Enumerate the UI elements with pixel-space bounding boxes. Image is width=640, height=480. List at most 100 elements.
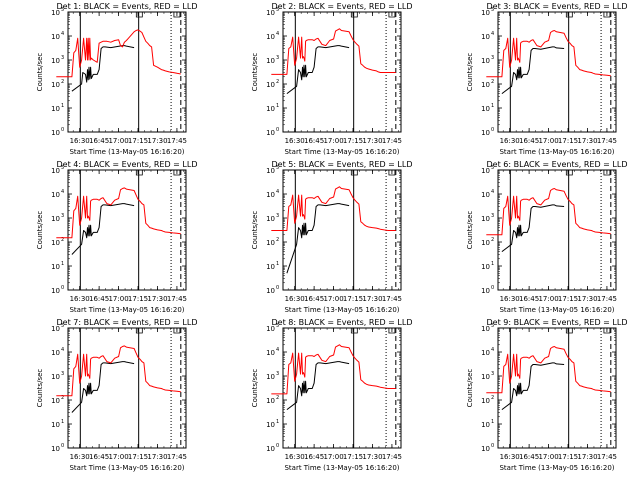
y-tick-exponent: 2	[61, 395, 64, 401]
y-tick-label: 10	[481, 325, 490, 333]
x-axis-label: Start Time (13-May-05 16:16:20)	[284, 306, 399, 314]
y-tick-label: 10	[266, 263, 275, 271]
y-tick-exponent: 2	[61, 79, 64, 85]
panel-title: Det 6: BLACK = Events, RED = LLD	[487, 160, 628, 169]
y-axis-label: Counts/sec	[251, 211, 259, 250]
y-tick-exponent: 5	[276, 165, 279, 171]
y-tick-exponent: 3	[491, 213, 494, 219]
attenuator-state-marker	[388, 12, 396, 18]
x-tick-label: 17:45	[597, 295, 617, 303]
lld-series-line	[271, 344, 396, 395]
plot-frame	[67, 169, 187, 291]
x-tick-label: 17:30	[577, 453, 597, 461]
y-tick-exponent: 2	[276, 79, 279, 85]
y-tick-label: 10	[51, 287, 60, 295]
x-tick-label: 17:15	[128, 295, 148, 303]
x-tick-label: 17:30	[147, 295, 167, 303]
lld-series-line	[486, 346, 611, 394]
y-tick-exponent: 0	[491, 285, 494, 291]
y-tick-label: 10	[51, 325, 60, 333]
x-tick-label: 17:30	[362, 453, 382, 461]
x-tick-label: 17:45	[167, 453, 187, 461]
y-tick-exponent: 2	[491, 237, 494, 243]
y-tick-exponent: 0	[276, 443, 279, 449]
y-tick-label: 10	[481, 191, 490, 199]
lld-series-line	[271, 186, 396, 231]
y-tick-label: 10	[51, 81, 60, 89]
x-tick-label: 16:30	[285, 295, 305, 303]
panel-title: Det 1: BLACK = Events, RED = LLD	[57, 2, 198, 11]
x-axis-label: Start Time (13-May-05 16:16:20)	[69, 306, 184, 314]
y-tick-label: 10	[481, 215, 490, 223]
y-tick-label: 10	[51, 397, 60, 405]
y-tick-exponent: 0	[491, 127, 494, 133]
x-tick-label: 17:00	[538, 453, 558, 461]
x-tick-label: 17:00	[538, 137, 558, 145]
y-tick-label: 10	[481, 445, 490, 453]
y-tick-label: 10	[481, 239, 490, 247]
y-tick-label: 10	[266, 325, 275, 333]
plot-frame	[497, 11, 617, 133]
y-tick-label: 10	[266, 373, 275, 381]
y-tick-label: 10	[481, 81, 490, 89]
x-tick-label: 16:45	[519, 453, 539, 461]
events-series-line	[71, 45, 135, 92]
y-tick-label: 10	[266, 239, 275, 247]
events-series-line	[501, 46, 565, 94]
y-tick-exponent: 1	[491, 261, 494, 267]
y-tick-exponent: 2	[491, 79, 494, 85]
x-tick-label: 17:15	[558, 137, 578, 145]
y-axis-label: Counts/sec	[36, 53, 44, 92]
y-tick-label: 10	[481, 287, 490, 295]
x-tick-label: 17:30	[577, 137, 597, 145]
x-tick-label: 17:30	[147, 137, 167, 145]
detector-panel: Det 8: BLACK = Events, RED = LLD Counts/s…	[251, 318, 412, 472]
y-axis-label: Counts/sec	[251, 369, 259, 408]
events-series-line	[286, 361, 350, 410]
x-tick-label: 17:30	[362, 137, 382, 145]
y-tick-exponent: 5	[491, 323, 494, 329]
y-tick-exponent: 3	[61, 55, 64, 61]
events-series-line	[286, 45, 350, 94]
y-tick-label: 10	[51, 421, 60, 429]
y-tick-label: 10	[51, 263, 60, 271]
x-tick-label: 16:30	[70, 453, 90, 461]
x-axis-label: Start Time (13-May-05 16:16:20)	[499, 148, 614, 156]
attenuator-state-marker	[603, 170, 611, 176]
x-tick-label: 17:15	[343, 137, 363, 145]
y-tick-exponent: 0	[61, 127, 64, 133]
x-tick-label: 16:45	[519, 295, 539, 303]
y-tick-exponent: 1	[61, 261, 64, 267]
y-tick-exponent: 5	[61, 7, 64, 13]
y-tick-exponent: 4	[61, 347, 64, 353]
x-tick-label: 16:30	[70, 295, 90, 303]
panel-title: Det 4: BLACK = Events, RED = LLD	[57, 160, 198, 169]
x-tick-label: 17:15	[343, 295, 363, 303]
y-tick-label: 10	[266, 81, 275, 89]
x-tick-label: 16:45	[304, 295, 324, 303]
x-tick-label: 17:45	[382, 137, 402, 145]
y-tick-exponent: 0	[61, 443, 64, 449]
x-axis-label: Start Time (13-May-05 16:16:20)	[284, 148, 399, 156]
detector-panel: Det 1: BLACK = Events, RED = LLD Counts/s…	[36, 2, 197, 156]
x-axis-label: Start Time (13-May-05 16:16:20)	[284, 464, 399, 472]
y-tick-exponent: 2	[491, 395, 494, 401]
x-tick-label: 17:15	[558, 295, 578, 303]
y-tick-exponent: 2	[276, 395, 279, 401]
y-tick-exponent: 1	[491, 103, 494, 109]
y-tick-label: 10	[51, 191, 60, 199]
events-series-line	[501, 204, 565, 252]
x-tick-label: 16:30	[285, 453, 305, 461]
y-tick-label: 10	[266, 397, 275, 405]
x-tick-label: 17:45	[382, 295, 402, 303]
x-tick-label: 17:30	[147, 453, 167, 461]
y-tick-label: 10	[266, 9, 275, 17]
y-tick-label: 10	[51, 33, 60, 41]
attenuator-state-marker	[350, 328, 358, 334]
y-tick-exponent: 4	[61, 189, 64, 195]
y-tick-label: 10	[481, 263, 490, 271]
attenuator-state-marker	[135, 328, 143, 334]
x-tick-label: 16:45	[519, 137, 539, 145]
y-tick-exponent: 5	[276, 323, 279, 329]
attenuator-state-marker	[603, 12, 611, 18]
